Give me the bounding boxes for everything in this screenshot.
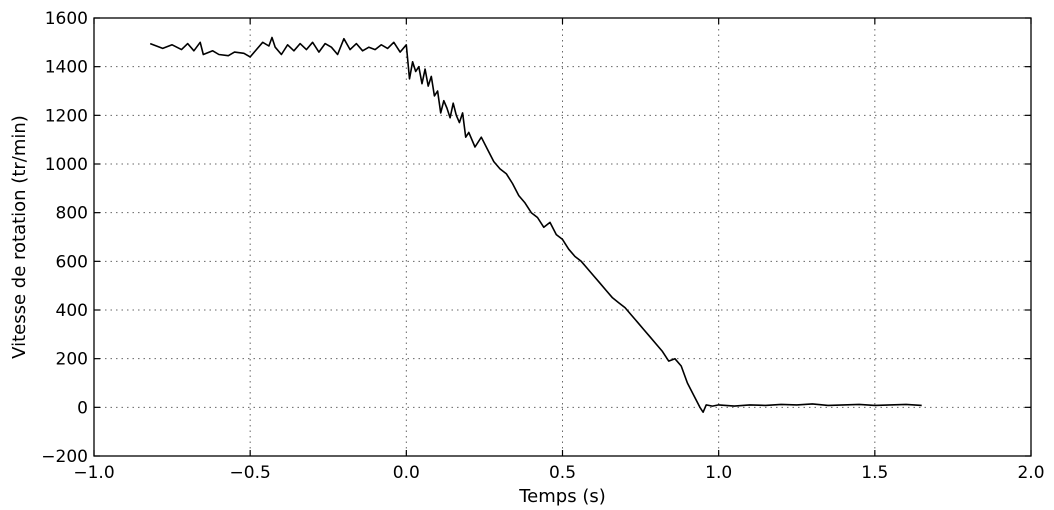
plot-frame [93,17,1032,457]
x-tick-label: 2.0 [1017,463,1044,483]
y-tick-label: 200 [56,350,88,370]
axis-ticks: −1.0 −0.5 0.0 0.5 1.0 1.5 2.0 −200 0 200 400 600 800… [41,9,1044,483]
grid [94,18,1031,456]
y-axis-label: Vitesse de rotation (tr/min) [9,115,30,359]
x-axis-label: Temps (s) [518,486,606,507]
x-tick-label: −1.0 [73,463,114,483]
y-tick-label: 1400 [45,58,88,78]
y-tick-label: 1600 [45,9,88,29]
y-tick-label: 0 [77,398,88,418]
x-tick-label: 1.0 [705,463,732,483]
x-tick-label: 0.5 [549,463,576,483]
x-tick-label: 1.5 [861,463,888,483]
y-tick-label: 800 [56,204,88,224]
x-tick-label: 0.0 [393,463,420,483]
y-tick-label: −200 [41,447,88,467]
y-tick-label: 600 [56,252,88,272]
y-tick-label: 400 [56,301,88,321]
series-line [149,36,922,414]
y-tick-label: 1200 [45,106,88,126]
y-tick-label: 1000 [45,155,88,175]
x-tick-label: −0.5 [230,463,271,483]
